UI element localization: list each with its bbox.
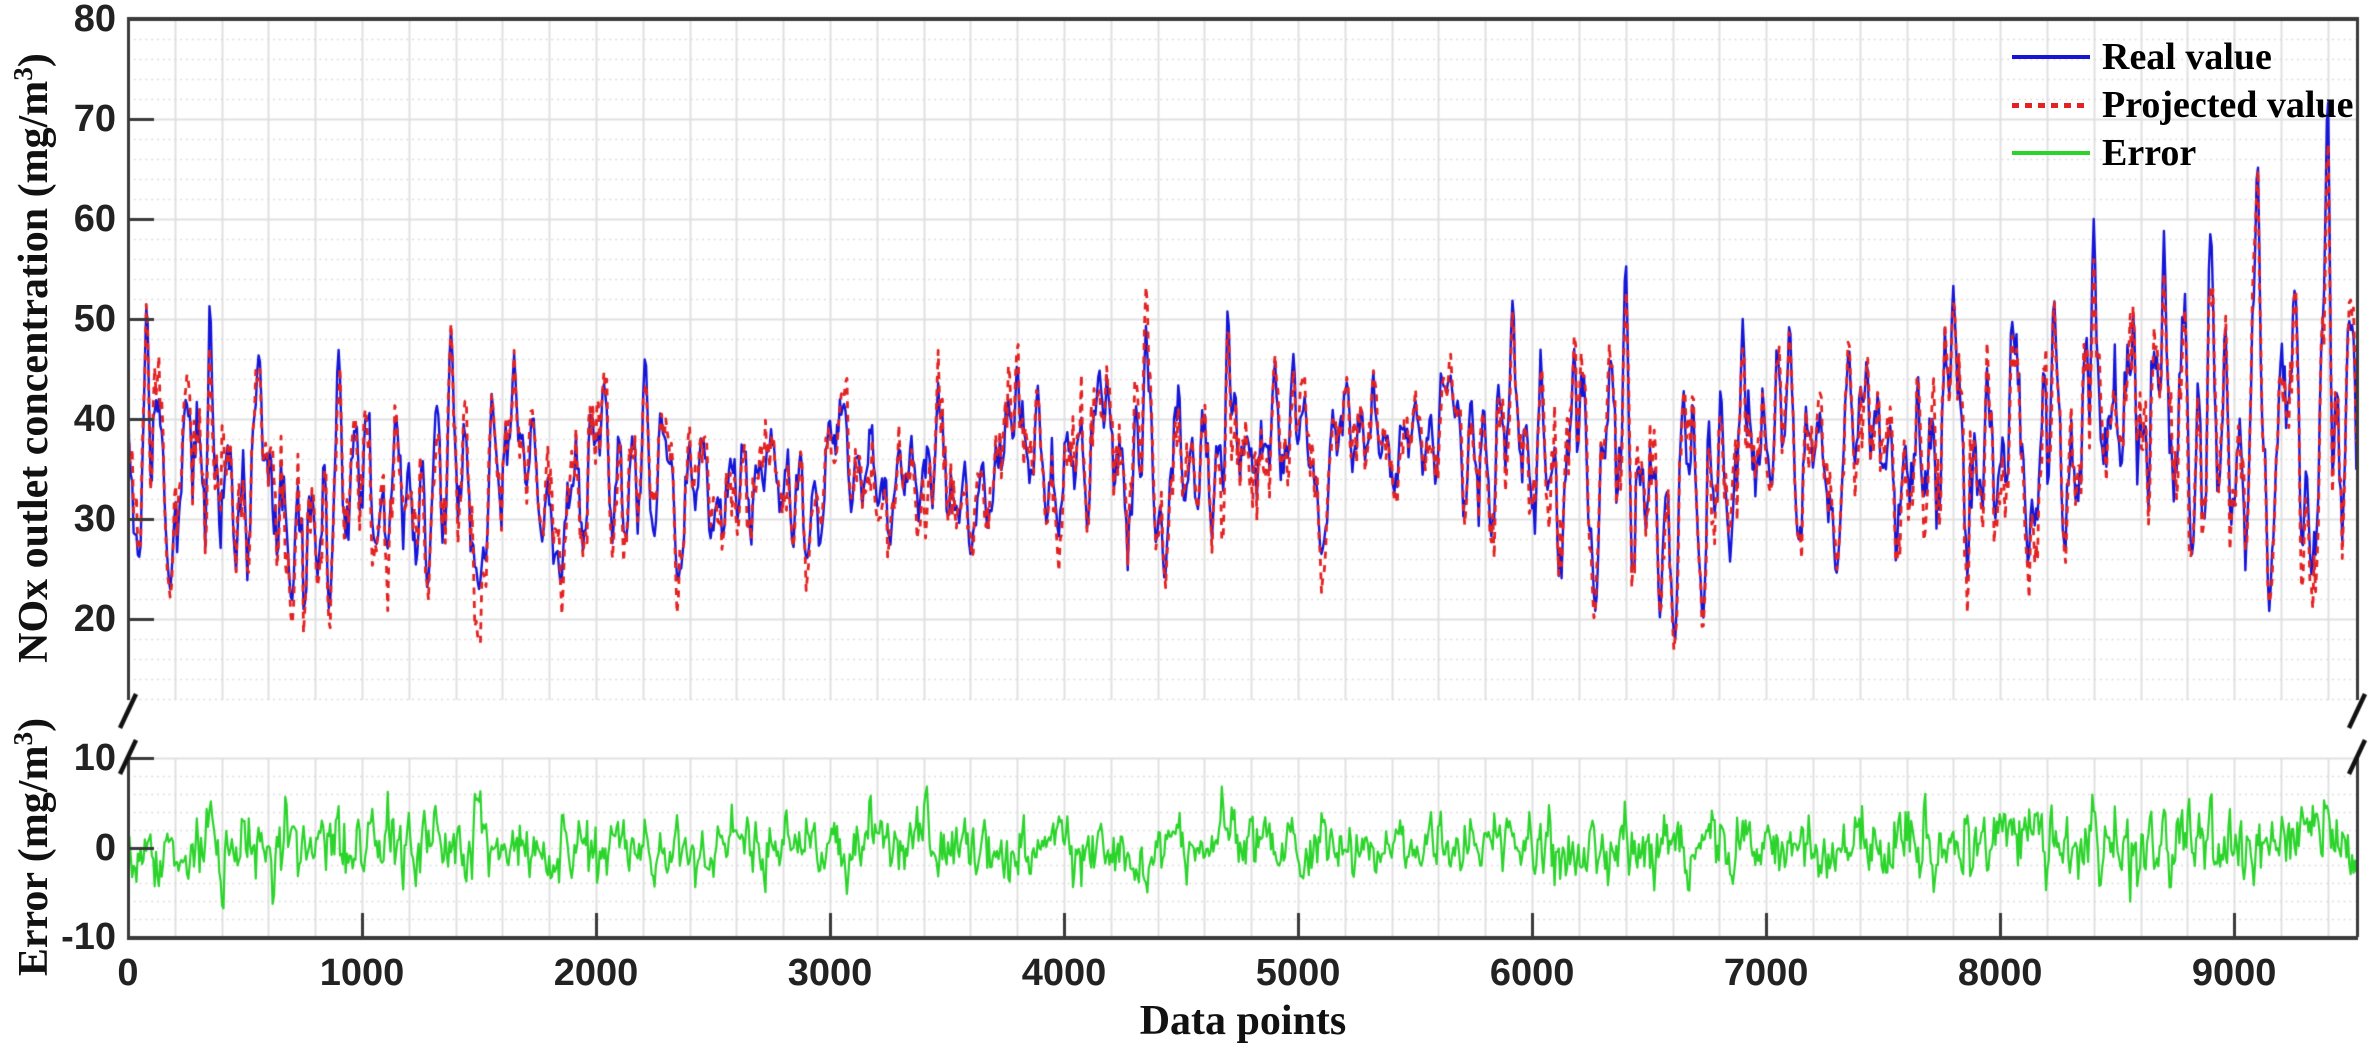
y-tick-label-error: 0 (94, 826, 116, 869)
x-tick-label: 8000 (1957, 952, 2043, 994)
y-tick-label-concentration: 80 (73, 0, 116, 40)
x-tick-label: 9000 (2191, 952, 2277, 994)
legend-line-error-icon (2012, 151, 2090, 155)
x-tick-label: 0 (117, 952, 139, 994)
y-tick-label-error: 10 (73, 737, 116, 779)
x-tick-label: 5000 (1255, 952, 1341, 994)
y-tick-label-concentration: 70 (73, 98, 116, 140)
legend-item-real-value: Real value (2012, 33, 2354, 81)
y-tick-label-concentration: 50 (73, 298, 116, 340)
y-tick-label-concentration: 40 (73, 398, 116, 440)
legend-item-error: Error (2012, 129, 2354, 177)
legend: Real value Projected value Error (2012, 33, 2354, 177)
legend-label-real-value: Real value (2102, 36, 2272, 78)
y-tick-label-concentration: 60 (73, 198, 116, 240)
legend-item-projected-value: Projected value (2012, 81, 2354, 129)
x-tick-label: 1000 (319, 952, 405, 994)
legend-line-real-icon (2012, 55, 2090, 59)
x-tick-label: 3000 (787, 952, 873, 994)
x-tick-label: 6000 (1489, 952, 1575, 994)
legend-line-projected-icon (2012, 102, 2090, 108)
y-tick-label-error: -10 (61, 916, 116, 958)
y-tick-label-concentration: 30 (73, 498, 116, 540)
x-tick-label: 2000 (553, 952, 639, 994)
y-axis-label-concentration: NOx outlet concentration (mg/m3) (8, 53, 57, 663)
x-tick-label: 4000 (1021, 952, 1107, 994)
legend-label-error: Error (2102, 132, 2197, 174)
x-tick-label: 7000 (1723, 952, 1809, 994)
legend-label-projected-value: Projected value (2102, 84, 2354, 126)
y-tick-label-concentration: 20 (73, 598, 116, 640)
x-axis-label: Data points (1139, 998, 1347, 1044)
